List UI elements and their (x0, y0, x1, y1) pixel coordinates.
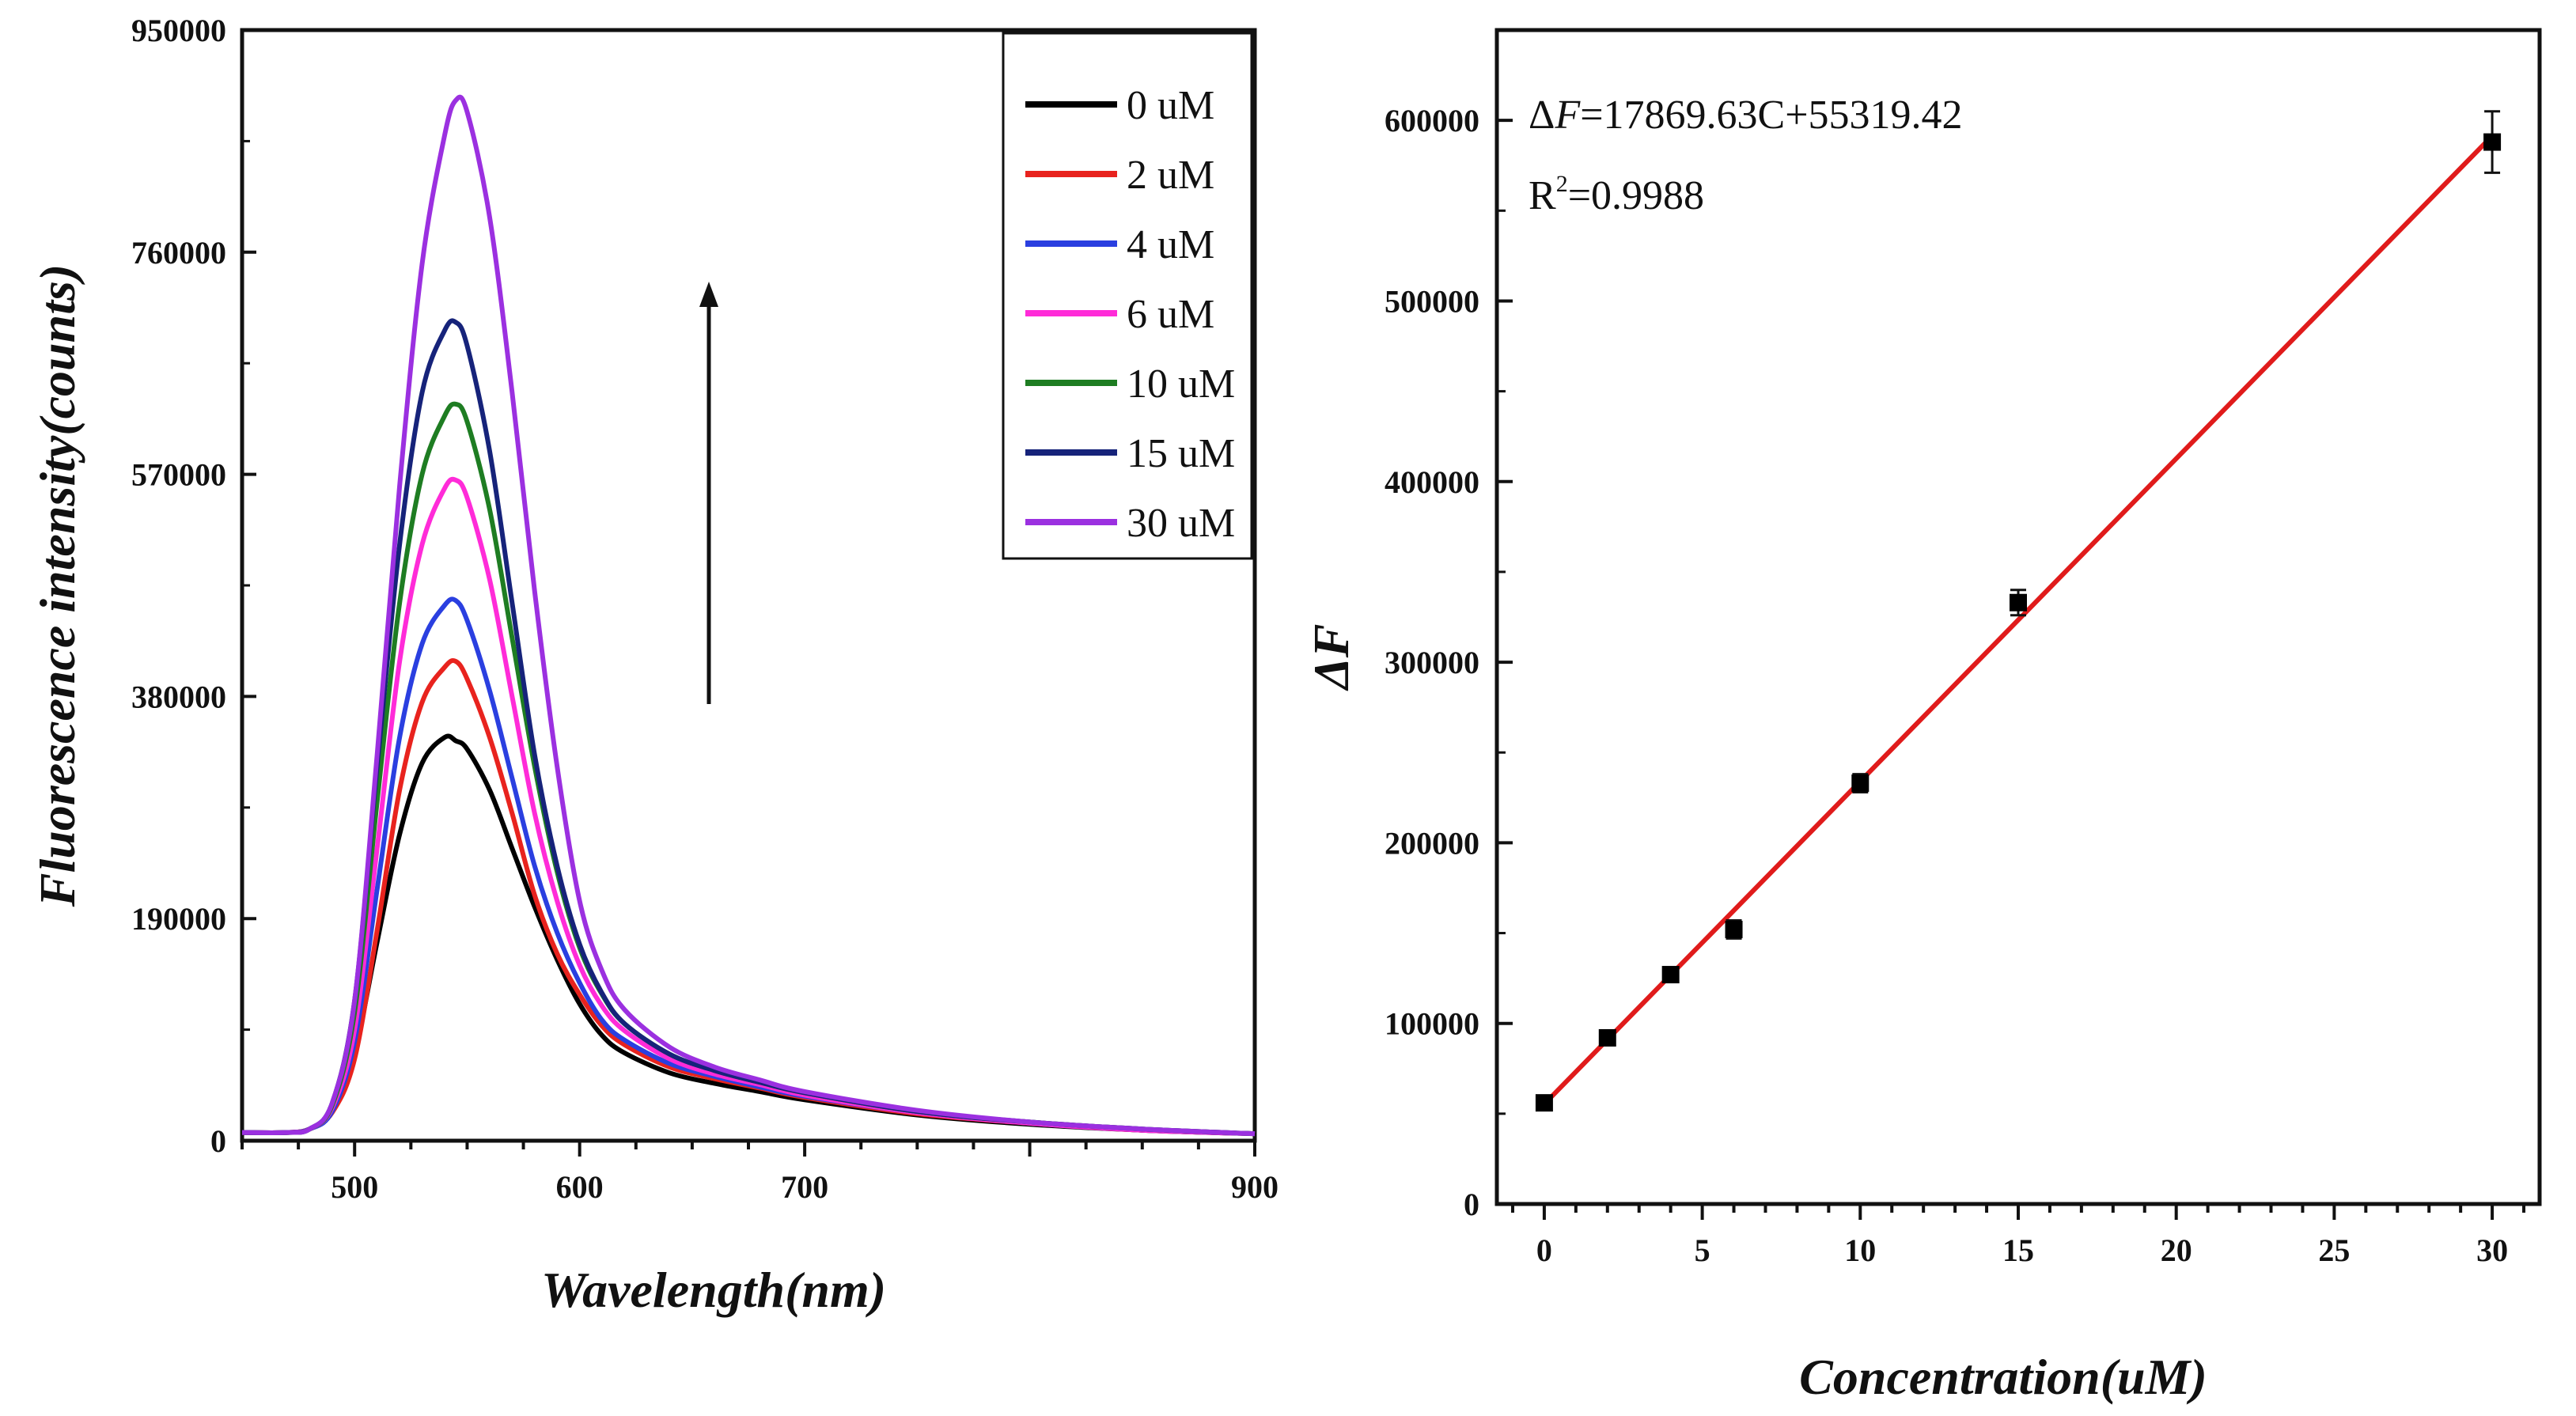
calibration-y-tick-label: 300000 (1385, 645, 1479, 680)
spectra-x-tick-label: 500 (331, 1169, 378, 1205)
legend-box (1002, 32, 1253, 560)
calibration-x-axis: 0 5 10 15 20 25 30 (1510, 1204, 2526, 1268)
spectrum-line (241, 733, 1256, 1137)
calibration-y-tick-label: 400000 (1385, 464, 1479, 500)
calibration-y-axis-title: ΔF (1303, 624, 1359, 692)
spectra-y-axis-title: Fluorescence intensity(counts) (29, 264, 85, 907)
spectrum-line (241, 94, 1256, 1137)
calibration-y-tick-label: 0 (1464, 1187, 1479, 1222)
spectra-y-tick-label: 760000 (131, 235, 226, 271)
calibration-x-tick-label: 15 (2002, 1232, 2034, 1268)
data-point (1725, 920, 1743, 938)
calibration-x-tick-label: 20 (2161, 1232, 2192, 1268)
spectra-x-axis: 500 600 700 900 (241, 1141, 1279, 1205)
spectra-series-lines (241, 94, 1256, 1137)
calibration-points (1535, 110, 2502, 1112)
spectra-y-tick-label: 380000 (131, 679, 226, 714)
spectra-x-tick-label: 600 (556, 1169, 604, 1205)
calibration-x-tick-label: 30 (2476, 1232, 2508, 1268)
calibration-y-tick-label: 600000 (1385, 103, 1479, 138)
spectra-chart: 0 190000 380000 570000 760000 950000 500 600 70… (29, 13, 1279, 1318)
calibration-x-tick-label: 5 (1695, 1232, 1710, 1268)
legend-label: 4 uM (1127, 222, 1214, 267)
spectrum-line (241, 657, 1256, 1137)
spectra-y-tick-label: 950000 (131, 13, 226, 48)
calibration-y-tick-label: 100000 (1385, 1006, 1479, 1042)
calibration-chart: 0 100000 200000 300000 400000 500000 600000 0 5… (1303, 28, 2542, 1405)
calibration-x-tick-label: 10 (1844, 1232, 1876, 1268)
calibration-x-axis-title: Concentration(uM) (1799, 1349, 2207, 1405)
legend-label: 6 uM (1127, 292, 1214, 337)
legend-label: 2 uM (1127, 153, 1214, 198)
legend-label: 10 uM (1127, 362, 1235, 407)
spectra-y-tick-label: 190000 (131, 901, 226, 937)
r2-sup: 2 (1556, 171, 1568, 197)
fit-line (1542, 134, 2495, 1106)
equation-var: F (1554, 93, 1581, 138)
calibration-x-tick-label: 0 (1536, 1232, 1552, 1268)
spectra-y-tick-label: 0 (210, 1123, 226, 1159)
equation-delta: Δ (1529, 93, 1555, 138)
data-point (1661, 966, 1680, 984)
spectra-x-axis-title: Wavelength(nm) (541, 1262, 886, 1318)
spectra-y-axis: 0 190000 380000 570000 760000 950000 (131, 13, 256, 1159)
legend-label: 0 uM (1127, 83, 1214, 128)
equation-body: =17869.63C+55319.42 (1580, 93, 1962, 138)
spectra-x-tick-label: 900 (1231, 1169, 1279, 1205)
legend-label: 15 uM (1127, 431, 1235, 476)
increase-arrow-head (699, 282, 718, 307)
data-point (2010, 593, 2027, 611)
legend: 0 uM 2 uM 4 uM 6 uM 10 uM 15 uM 30 uM (1025, 83, 1235, 546)
r2-rest: =0.9988 (1568, 173, 1704, 218)
spectra-y-tick-label: 570000 (131, 457, 226, 493)
calibration-x-tick-label: 25 (2318, 1232, 2350, 1268)
calibration-y-tick-label: 500000 (1385, 283, 1479, 319)
data-point (1598, 1028, 1616, 1047)
calibration-y-tick-label: 200000 (1385, 825, 1479, 861)
data-point (1535, 1094, 1553, 1112)
data-point (1851, 774, 1869, 793)
legend-label: 30 uM (1127, 501, 1235, 546)
calibration-y-axis: 0 100000 200000 300000 400000 500000 600000 (1385, 103, 1513, 1222)
spectra-x-tick-label: 700 (781, 1169, 828, 1205)
r2-base: R (1529, 173, 1556, 218)
data-point (2483, 133, 2502, 151)
r-squared: R2=0.9988 (1529, 171, 1704, 218)
fit-equation: ΔF=17869.63C+55319.42 (1529, 93, 1963, 138)
